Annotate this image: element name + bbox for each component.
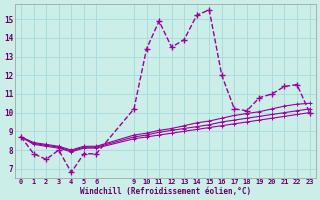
X-axis label: Windchill (Refroidissement éolien,°C): Windchill (Refroidissement éolien,°C) <box>80 187 251 196</box>
